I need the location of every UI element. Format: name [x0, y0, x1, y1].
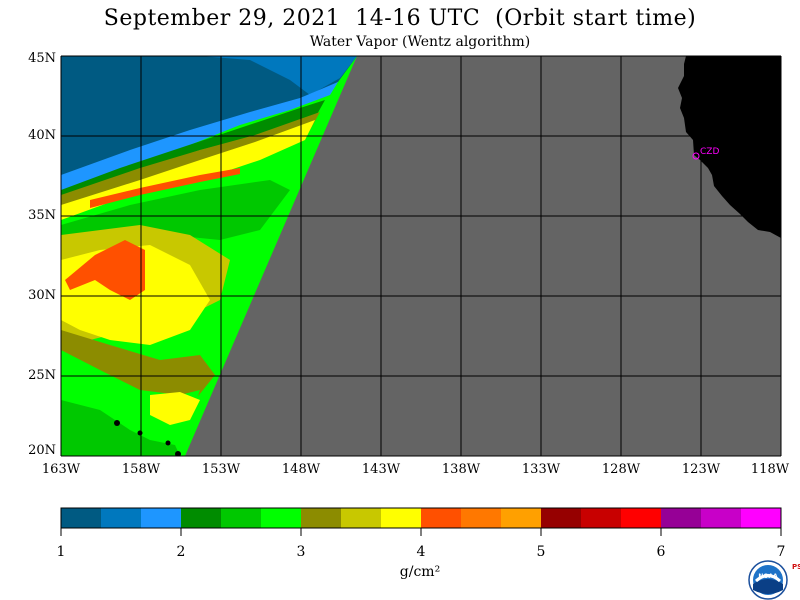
scale-label-6: 6 — [656, 544, 666, 560]
swath-green-transition — [61, 100, 325, 200]
colorbar-swatch — [181, 508, 222, 528]
swath-orange-streak — [90, 168, 240, 208]
colorbar-swatch — [661, 508, 702, 528]
colorbar-swatch — [101, 508, 142, 528]
lon-label-148w: 148W — [281, 462, 321, 477]
swath-yellow-south — [150, 392, 200, 425]
colorbar-swatch — [61, 508, 102, 528]
swath-green-mid — [61, 180, 290, 240]
colorbar-swatch — [581, 508, 622, 528]
svg-text:NOAA: NOAA — [758, 573, 778, 580]
lat-label-45n: 45N — [28, 51, 56, 66]
scale-label-5: 5 — [536, 544, 546, 560]
lon-label-118w: 118W — [750, 462, 790, 477]
lon-label-143w: 143W — [361, 462, 401, 477]
swath-olive-south — [61, 330, 215, 405]
colorbar-swatch — [341, 508, 382, 528]
scale-label-4: 4 — [416, 544, 426, 560]
island-1 — [114, 420, 120, 426]
colorbar-swatch — [541, 508, 582, 528]
lon-label-128w: 128W — [601, 462, 641, 477]
colorbar-swatch — [741, 508, 782, 528]
lon-label-138w: 138W — [441, 462, 481, 477]
lat-label-35n: 35N — [28, 208, 56, 223]
swath-dry-edge — [200, 56, 357, 95]
colorbar-ticks — [60, 528, 782, 536]
lon-label-158w: 158W — [121, 462, 161, 477]
island-4 — [175, 451, 181, 456]
lat-label-20n: 20N — [28, 443, 56, 458]
scale-label-1: 1 — [56, 544, 66, 560]
noaa-logo: NOAA — [748, 560, 788, 600]
scale-unit-label: g/cm² — [399, 564, 441, 580]
scale-label-3: 3 — [296, 544, 306, 560]
swath-green-dark — [61, 400, 180, 456]
colorbar-swatch — [421, 508, 462, 528]
land-coast — [678, 56, 781, 238]
colorbar-swatch — [221, 508, 262, 528]
station-label-czd: CZD — [700, 147, 720, 157]
colorbar-swatch — [381, 508, 422, 528]
lat-label-40n: 40N — [28, 128, 56, 143]
colorbar — [60, 507, 782, 529]
lon-label-163w: 163W — [41, 462, 81, 477]
island-3 — [165, 440, 171, 446]
lon-label-133w: 133W — [521, 462, 561, 477]
chart-title: September 29, 2021 14-16 UTC (Orbit star… — [103, 6, 697, 31]
lat-label-25n: 25N — [28, 368, 56, 383]
lat-label-30n: 30N — [28, 288, 56, 303]
station-marker-czd — [692, 152, 700, 160]
chart-subtitle: Water Vapor (Wentz algorithm) — [309, 34, 531, 50]
colorbar-swatch — [461, 508, 502, 528]
colorbar-swatch — [701, 508, 742, 528]
swath-orange-blob — [65, 240, 145, 300]
lon-label-153w: 153W — [201, 462, 241, 477]
scale-label-2: 2 — [176, 544, 186, 560]
colorbar-swatch — [261, 508, 302, 528]
lon-label-123w: 123W — [681, 462, 721, 477]
map-grid — [60, 55, 782, 457]
scale-label-7: 7 — [776, 544, 786, 560]
colorbar-swatch — [501, 508, 542, 528]
colorbar-swatch — [141, 508, 182, 528]
colorbar-swatch — [621, 508, 662, 528]
colorbar-swatch — [301, 508, 342, 528]
island-2 — [137, 430, 143, 436]
psl-label: PSL — [792, 563, 800, 571]
